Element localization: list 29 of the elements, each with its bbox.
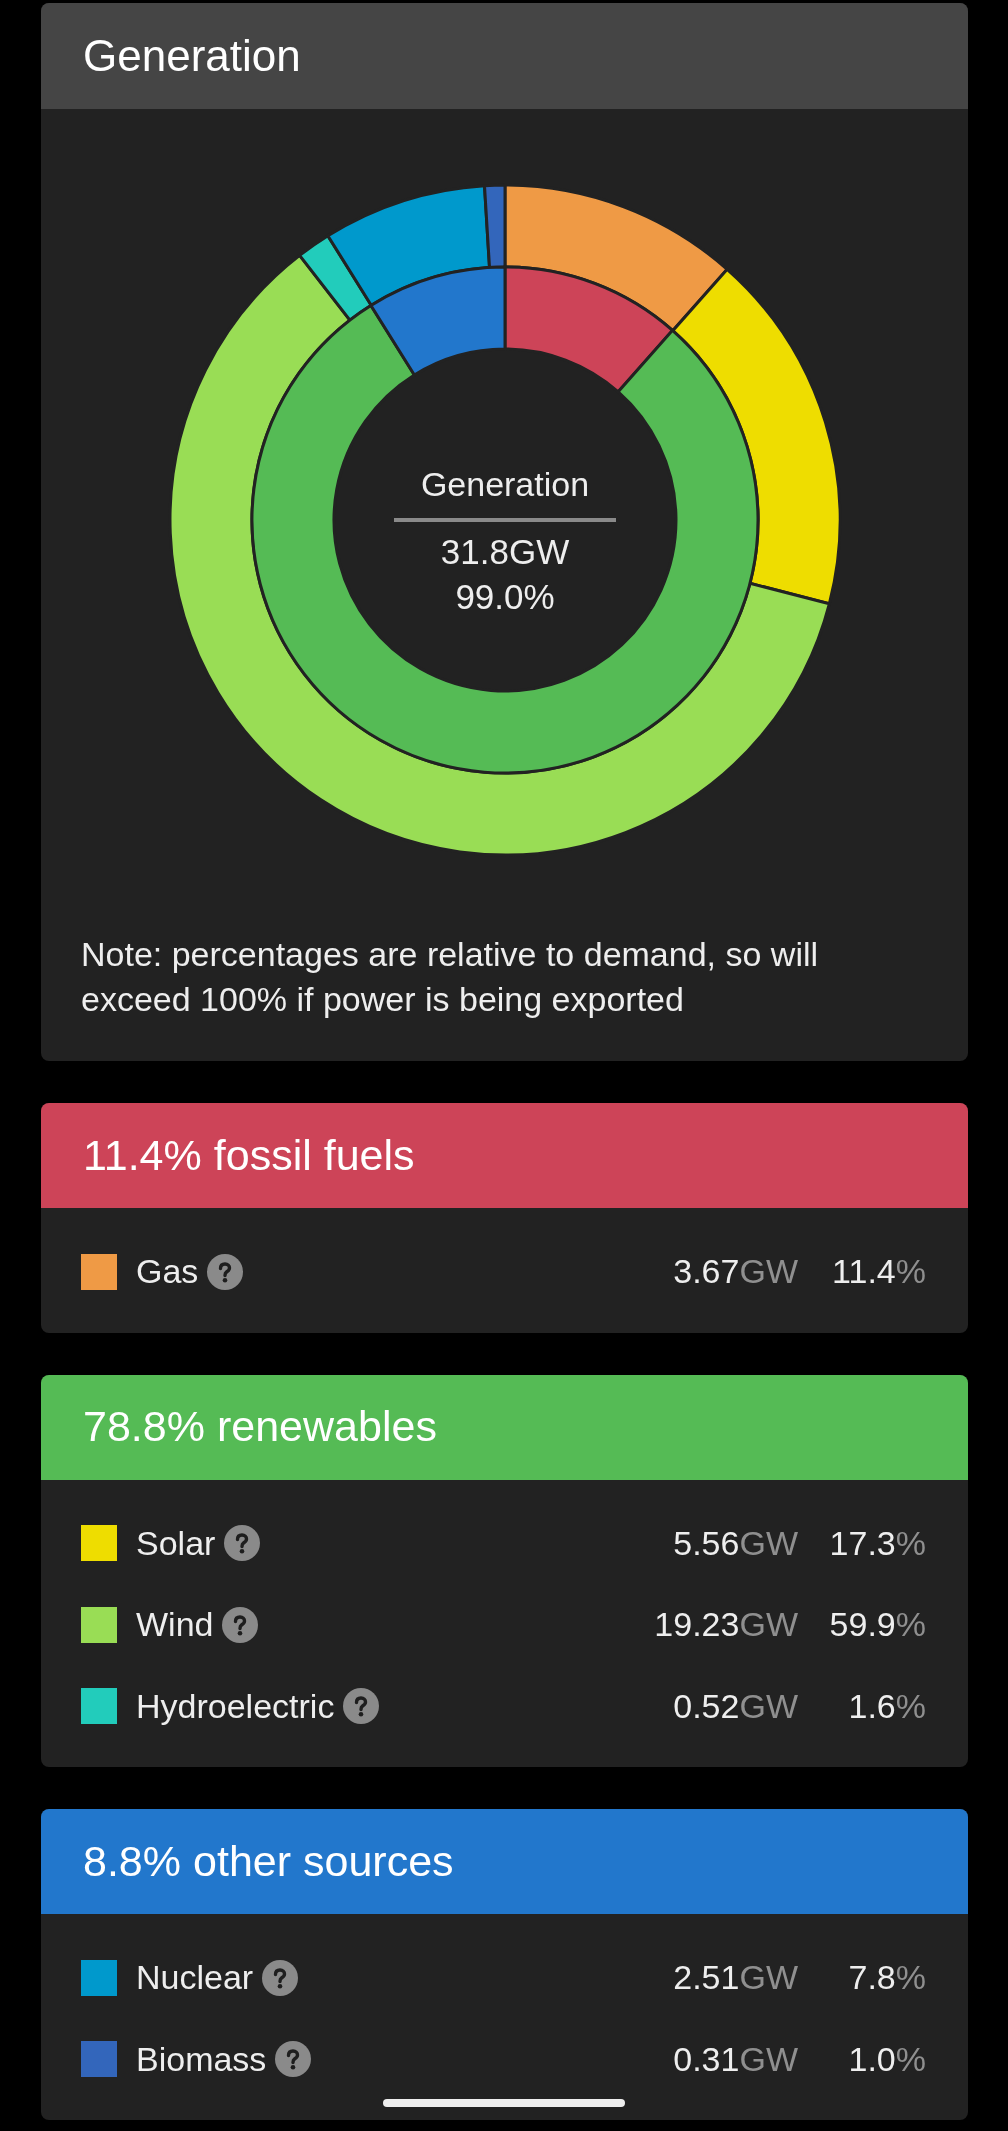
text: 1.0% [848, 2039, 926, 2078]
legend-label: Nuclear [136, 1958, 254, 1998]
data-label: 0.52GW [673, 1686, 798, 1725]
legend-label: Solar [136, 1523, 216, 1563]
text: 17.3% [829, 1523, 926, 1562]
legend-label: Gas [136, 1252, 199, 1292]
text: 78.8% [83, 1402, 205, 1451]
text: 7.8% [848, 1958, 926, 1997]
text: 31.8GW [440, 532, 570, 571]
text: Generation [420, 465, 590, 503]
category-label: other sources [193, 1836, 454, 1885]
text: Note: percentages are relative to demand, so will exceed 100% if power is being exported [81, 934, 820, 1020]
legend-label: Hydroelectric [136, 1686, 335, 1726]
data-label: 5.56GW [673, 1523, 798, 1562]
data-label: 3.67GW [673, 1252, 798, 1291]
text: 11.4% [83, 1130, 202, 1179]
legend-label: Wind [136, 1605, 214, 1645]
text: 11.4% [832, 1252, 926, 1291]
text: 59.9% [829, 1605, 926, 1644]
data-label: 0.31GW [673, 2039, 798, 2078]
category-label: renewables [216, 1402, 437, 1451]
text: 8.8% [83, 1836, 182, 1885]
legend-label: Biomass [136, 2039, 267, 2079]
data-label: 2.51GW [673, 1958, 798, 1997]
text: 1.6% [848, 1686, 926, 1725]
data-label: 19.23GW [654, 1605, 798, 1644]
category-label: fossil fuels [213, 1130, 415, 1179]
text: 99.0% [455, 577, 555, 616]
chart-title: Generation [83, 30, 301, 82]
